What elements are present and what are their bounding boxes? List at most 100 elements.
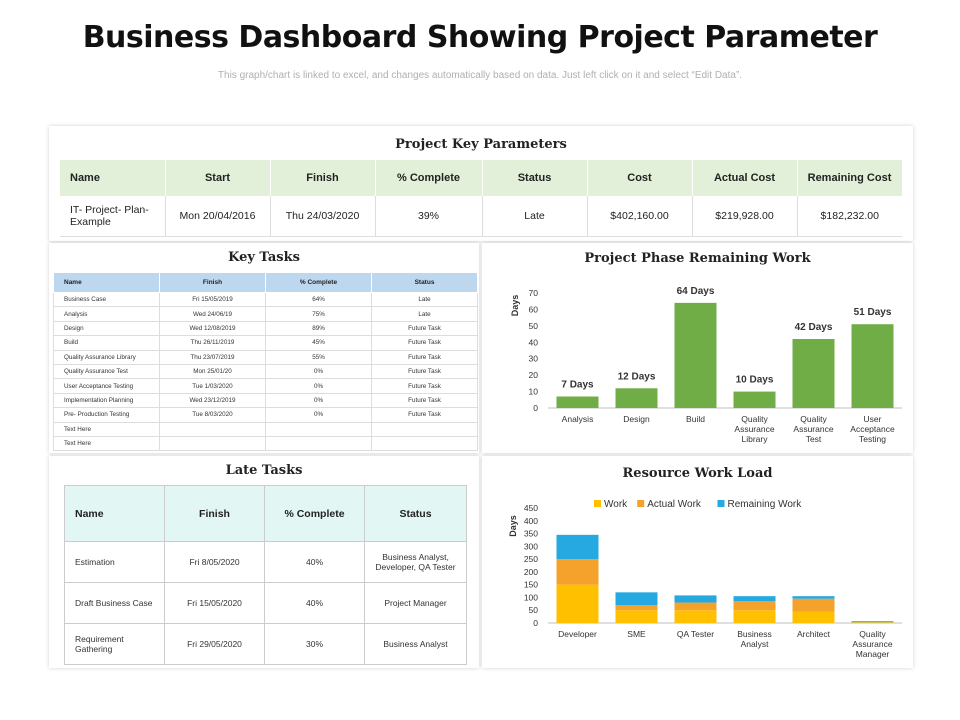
bar-segment: [615, 592, 658, 606]
table-row: Text Here: [53, 435, 478, 452]
table-cell: Future Task: [371, 392, 478, 409]
table-cell: [265, 421, 372, 437]
table-row: User Acceptance Testing Tue 1/03/2020 0% Fu…: [53, 378, 478, 394]
table-row: Pre- Production Testing Tue 8/03/2020 0% Fu…: [53, 407, 478, 423]
table-cell: 0%: [265, 363, 372, 380]
column-header: Name: [60, 160, 166, 196]
column-header: Remaining Cost: [797, 160, 903, 196]
table-cell: Requirement Gathering: [64, 623, 165, 665]
x-tick-label: Assurance: [852, 639, 892, 649]
bar-segment: [556, 584, 599, 623]
phase-remaining-work-chart: Days 0 10 20 30 40 50 60 70 7 Days Analysis 12 Days…: [510, 286, 902, 444]
table-cell: Draft Business Case: [64, 582, 165, 624]
bar-segment: [792, 598, 835, 612]
table-cell: Text Here: [53, 435, 160, 452]
page-subtitle: This graph/chart is linked to excel, and…: [217, 70, 743, 81]
bar: [556, 396, 599, 408]
bar-segment: [615, 610, 658, 623]
table-cell: 0%: [265, 407, 372, 423]
table-cell: IT- Project- Plan- Example: [60, 196, 166, 237]
table-cell: Late: [371, 306, 478, 322]
table-cell: 0%: [265, 392, 372, 409]
late-tasks-panel: Late Tasks Name Finish % Complete Status…: [49, 456, 479, 668]
table-cell: 30%: [264, 623, 365, 665]
y-tick-label: 450: [524, 503, 538, 513]
x-tick-label: User: [864, 414, 882, 424]
table-cell: Future Task: [371, 349, 478, 365]
table-cell: Mon 20/04/2016: [165, 196, 271, 237]
bar: [792, 339, 835, 408]
x-tick-label: Test: [806, 434, 822, 444]
table-cell: 55%: [265, 349, 372, 365]
table-cell: Late: [482, 196, 588, 237]
x-tick-label: Assurance: [793, 424, 833, 434]
table-row: Business Case Fri 15/05/2019 64% Late: [53, 291, 478, 308]
table-cell: Tue 1/03/2020: [159, 378, 266, 394]
bar: [674, 302, 717, 408]
column-header: Name: [53, 272, 160, 293]
table-cell: 40%: [264, 541, 365, 583]
x-tick-label: Assurance: [734, 424, 774, 434]
bar-segment: [792, 611, 835, 623]
x-tick-label: Quality: [800, 414, 827, 424]
key-tasks-title: Key Tasks: [228, 250, 300, 265]
bar-segment: [556, 559, 599, 585]
x-tick-label: Library: [742, 434, 769, 444]
late-tasks-table: Name Finish % Complete Status Estimation…: [64, 485, 467, 665]
bar-segment: [674, 610, 717, 623]
bar-segment: [674, 602, 717, 611]
table-cell: [371, 421, 478, 437]
table-cell: [371, 435, 478, 452]
bar-segment: [556, 534, 599, 560]
y-axis-label: Days: [510, 295, 520, 317]
table-cell: Fri 15/05/2020: [164, 582, 265, 624]
table-cell: $402,160.00: [587, 196, 693, 237]
table-row: Quality Assurance Test Mon 25/01/20 0% Futu…: [53, 363, 478, 380]
table-row: Design Wed 12/08/2019 89% Future Task: [53, 320, 478, 337]
table-row: IT- Project- Plan- Example Mon 20/04/201…: [60, 196, 902, 237]
data-label: 64 Days: [677, 286, 715, 297]
table-cell: Project Manager: [364, 582, 467, 624]
table-row: Analysis Wed 24/06/19 75% Late: [53, 306, 478, 322]
table-cell: 40%: [264, 582, 365, 624]
table-cell: Wed 24/06/19: [159, 306, 266, 322]
bar-segment: [792, 596, 835, 599]
table-cell: Mon 25/01/20: [159, 363, 266, 380]
x-tick-label: Developer: [558, 629, 597, 639]
column-header: Name: [64, 485, 165, 542]
column-header: Cost: [587, 160, 693, 196]
data-label: 7 Days: [561, 380, 594, 391]
column-header: Status: [482, 160, 588, 196]
legend-label: Actual Work: [647, 499, 702, 510]
x-tick-label: Quality: [859, 629, 886, 639]
y-axis-label: Days: [508, 515, 518, 537]
table-cell: Future Task: [371, 335, 478, 351]
x-tick-label: Business: [737, 629, 772, 639]
resource-work-load-chart: Days 0 50 100 150 200 250 300 350 400 450 Work Actua…: [508, 499, 902, 659]
y-tick-label: 20: [529, 370, 539, 380]
table-cell: Implementation Planning: [53, 392, 160, 409]
table-cell: Quality Assurance Test: [53, 363, 160, 380]
x-tick-label: Architect: [797, 629, 831, 639]
table-row: Implementation Planning Wed 23/12/2019 0% F…: [53, 392, 478, 409]
column-header: % Complete: [265, 272, 372, 293]
table-cell: 89%: [265, 320, 372, 337]
y-tick-label: 40: [529, 337, 539, 347]
bar-segment: [733, 610, 776, 623]
table-cell: Design: [53, 320, 160, 337]
y-tick-label: 0: [533, 403, 538, 413]
y-tick-label: 300: [524, 541, 538, 551]
table-cell: 45%: [265, 335, 372, 351]
project-key-parameters-panel: Project Key Parameters Name Start Finish…: [49, 126, 913, 241]
table-header-row: Name Start Finish % Complete Status Cost…: [60, 160, 903, 196]
column-header: Finish: [270, 160, 376, 196]
table-cell: 39%: [375, 196, 483, 237]
x-tick-label: Acceptance: [850, 424, 895, 434]
table-cell: Fri 29/05/2020: [164, 623, 265, 665]
table-cell: 0%: [265, 378, 372, 394]
data-label: 10 Days: [736, 375, 774, 386]
table-cell: Thu 24/03/2020: [270, 196, 376, 237]
key-tasks-table: Name Finish % Complete Status Business C…: [53, 272, 478, 452]
table-cell: Thu 23/07/2019: [159, 349, 266, 365]
table-row: Text Here: [53, 421, 478, 437]
